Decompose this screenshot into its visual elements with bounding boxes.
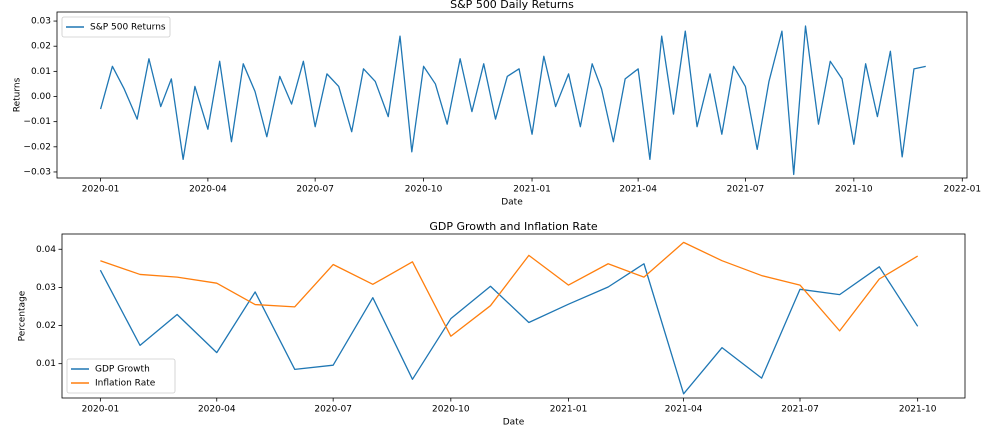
x-tick-label: 2020-04 bbox=[189, 185, 227, 195]
legend-label: GDP Growth bbox=[95, 365, 150, 375]
data-line bbox=[99, 25, 926, 176]
y-tick-label: 0.01 bbox=[36, 359, 56, 369]
legend-label: Inflation Rate bbox=[95, 379, 156, 389]
x-tick-label: 2022-01 bbox=[943, 185, 981, 195]
y-tick-label: −0.03 bbox=[23, 167, 51, 177]
axes-frame bbox=[61, 233, 966, 399]
y-tick-label: −0.02 bbox=[23, 142, 51, 152]
y-tick-label: 0.01 bbox=[31, 67, 51, 77]
x-tick-label: 2021-04 bbox=[665, 405, 703, 415]
y-tick-label: 0.02 bbox=[31, 42, 51, 52]
x-tick-label: 2020-01 bbox=[82, 185, 120, 195]
x-tick-label: 2021-07 bbox=[781, 405, 819, 415]
chart-title: S&P 500 Daily Returns bbox=[450, 0, 574, 11]
y-tick-label: 0.03 bbox=[36, 283, 56, 293]
data-line bbox=[99, 263, 919, 395]
x-tick-label: 2021-01 bbox=[550, 405, 588, 415]
y-tick-label: −0.01 bbox=[23, 117, 51, 127]
x-tick-label: 2021-10 bbox=[899, 405, 937, 415]
y-tick-label: 0.03 bbox=[31, 17, 51, 27]
axes-frame bbox=[56, 11, 968, 179]
x-axis-label: Date bbox=[501, 198, 523, 208]
y-tick-label: 0.00 bbox=[31, 92, 51, 102]
legend-box bbox=[61, 16, 171, 38]
chart-title: GDP Growth and Inflation Rate bbox=[429, 220, 598, 233]
y-tick-label: 0.02 bbox=[36, 321, 56, 331]
data-line bbox=[100, 241, 919, 337]
x-tick-label: 2021-04 bbox=[619, 185, 657, 195]
x-tick-label: 2020-04 bbox=[198, 405, 236, 415]
x-tick-label: 2021-07 bbox=[727, 185, 765, 195]
y-axis-label: Percentage bbox=[18, 290, 28, 341]
x-tick-label: 2020-07 bbox=[314, 405, 352, 415]
x-tick-label: 2021-01 bbox=[513, 185, 551, 195]
x-tick-label: 2021-10 bbox=[835, 185, 873, 195]
y-tick-label: 0.04 bbox=[36, 245, 56, 255]
x-tick-label: 2020-07 bbox=[296, 185, 334, 195]
x-tick-label: 2020-10 bbox=[432, 405, 470, 415]
x-axis-label: Date bbox=[503, 418, 525, 428]
legend-label: S&P 500 Returns bbox=[90, 23, 166, 33]
x-tick-label: 2020-01 bbox=[82, 405, 120, 415]
legend-box bbox=[66, 358, 176, 394]
x-tick-label: 2020-10 bbox=[405, 185, 443, 195]
y-axis-label: Returns bbox=[13, 77, 23, 112]
